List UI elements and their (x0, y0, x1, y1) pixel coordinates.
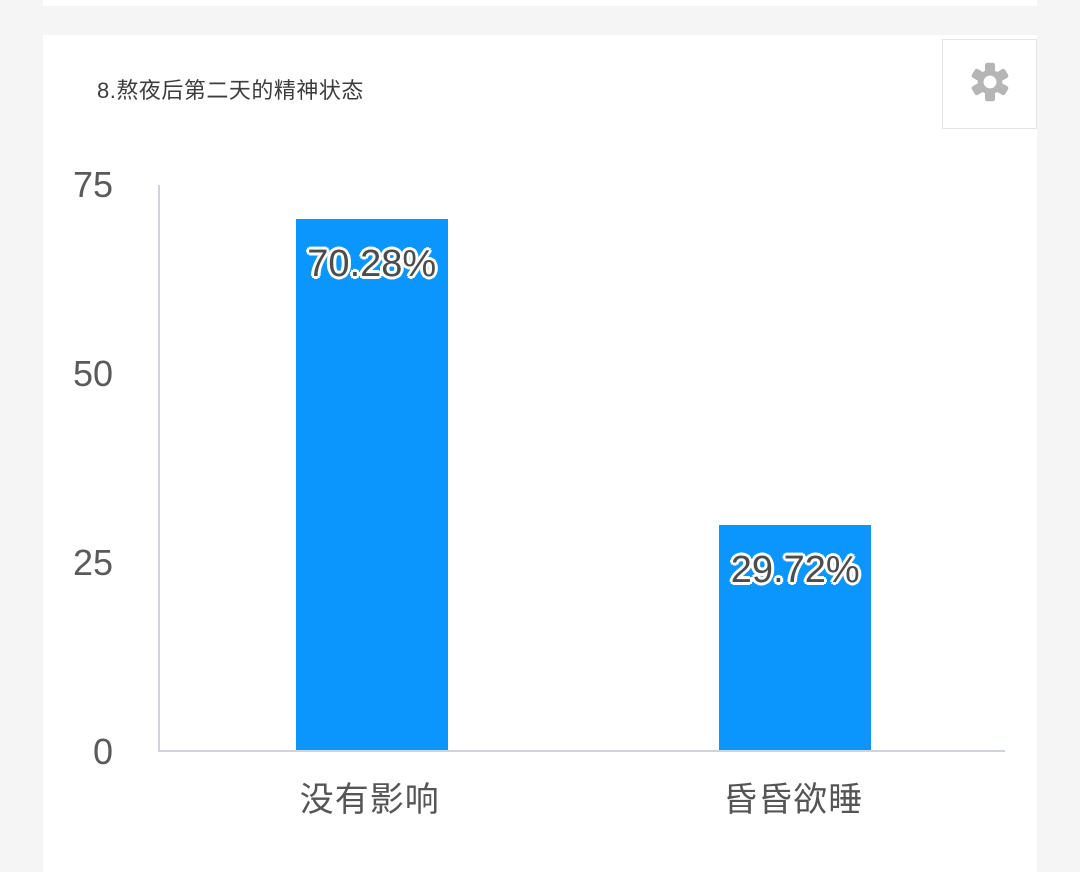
y-axis: 75 50 25 0 (43, 164, 113, 772)
bar-slot: 29.72% (584, 185, 1008, 750)
x-axis-label: 昏昏欲睡 (723, 781, 864, 819)
x-axis: 没有影响 昏昏欲睡 (158, 777, 1005, 823)
bar-value-label: 29.72% (730, 549, 860, 592)
previous-card-edge (43, 0, 1037, 6)
y-tick-label: 75 (72, 164, 113, 205)
bar (295, 218, 448, 750)
bar-value-label: 70.28% (307, 242, 437, 285)
bar (719, 525, 872, 750)
plot-area: 70.28% 29.72% (158, 185, 1005, 752)
gear-icon (968, 60, 1012, 109)
question-card: 8.熬夜后第二天的精神状态 75 50 25 0 70.28% 29.72% 没有影响 昏… (43, 35, 1037, 872)
settings-button[interactable] (942, 39, 1037, 129)
bar-slot: 70.28% (160, 185, 584, 750)
y-tick-label: 0 (92, 731, 113, 772)
x-axis-label: 没有影响 (299, 781, 440, 819)
y-tick-label: 50 (72, 353, 113, 394)
question-title: 8.熬夜后第二天的精神状态 (97, 78, 364, 103)
y-tick-label: 25 (72, 542, 113, 583)
